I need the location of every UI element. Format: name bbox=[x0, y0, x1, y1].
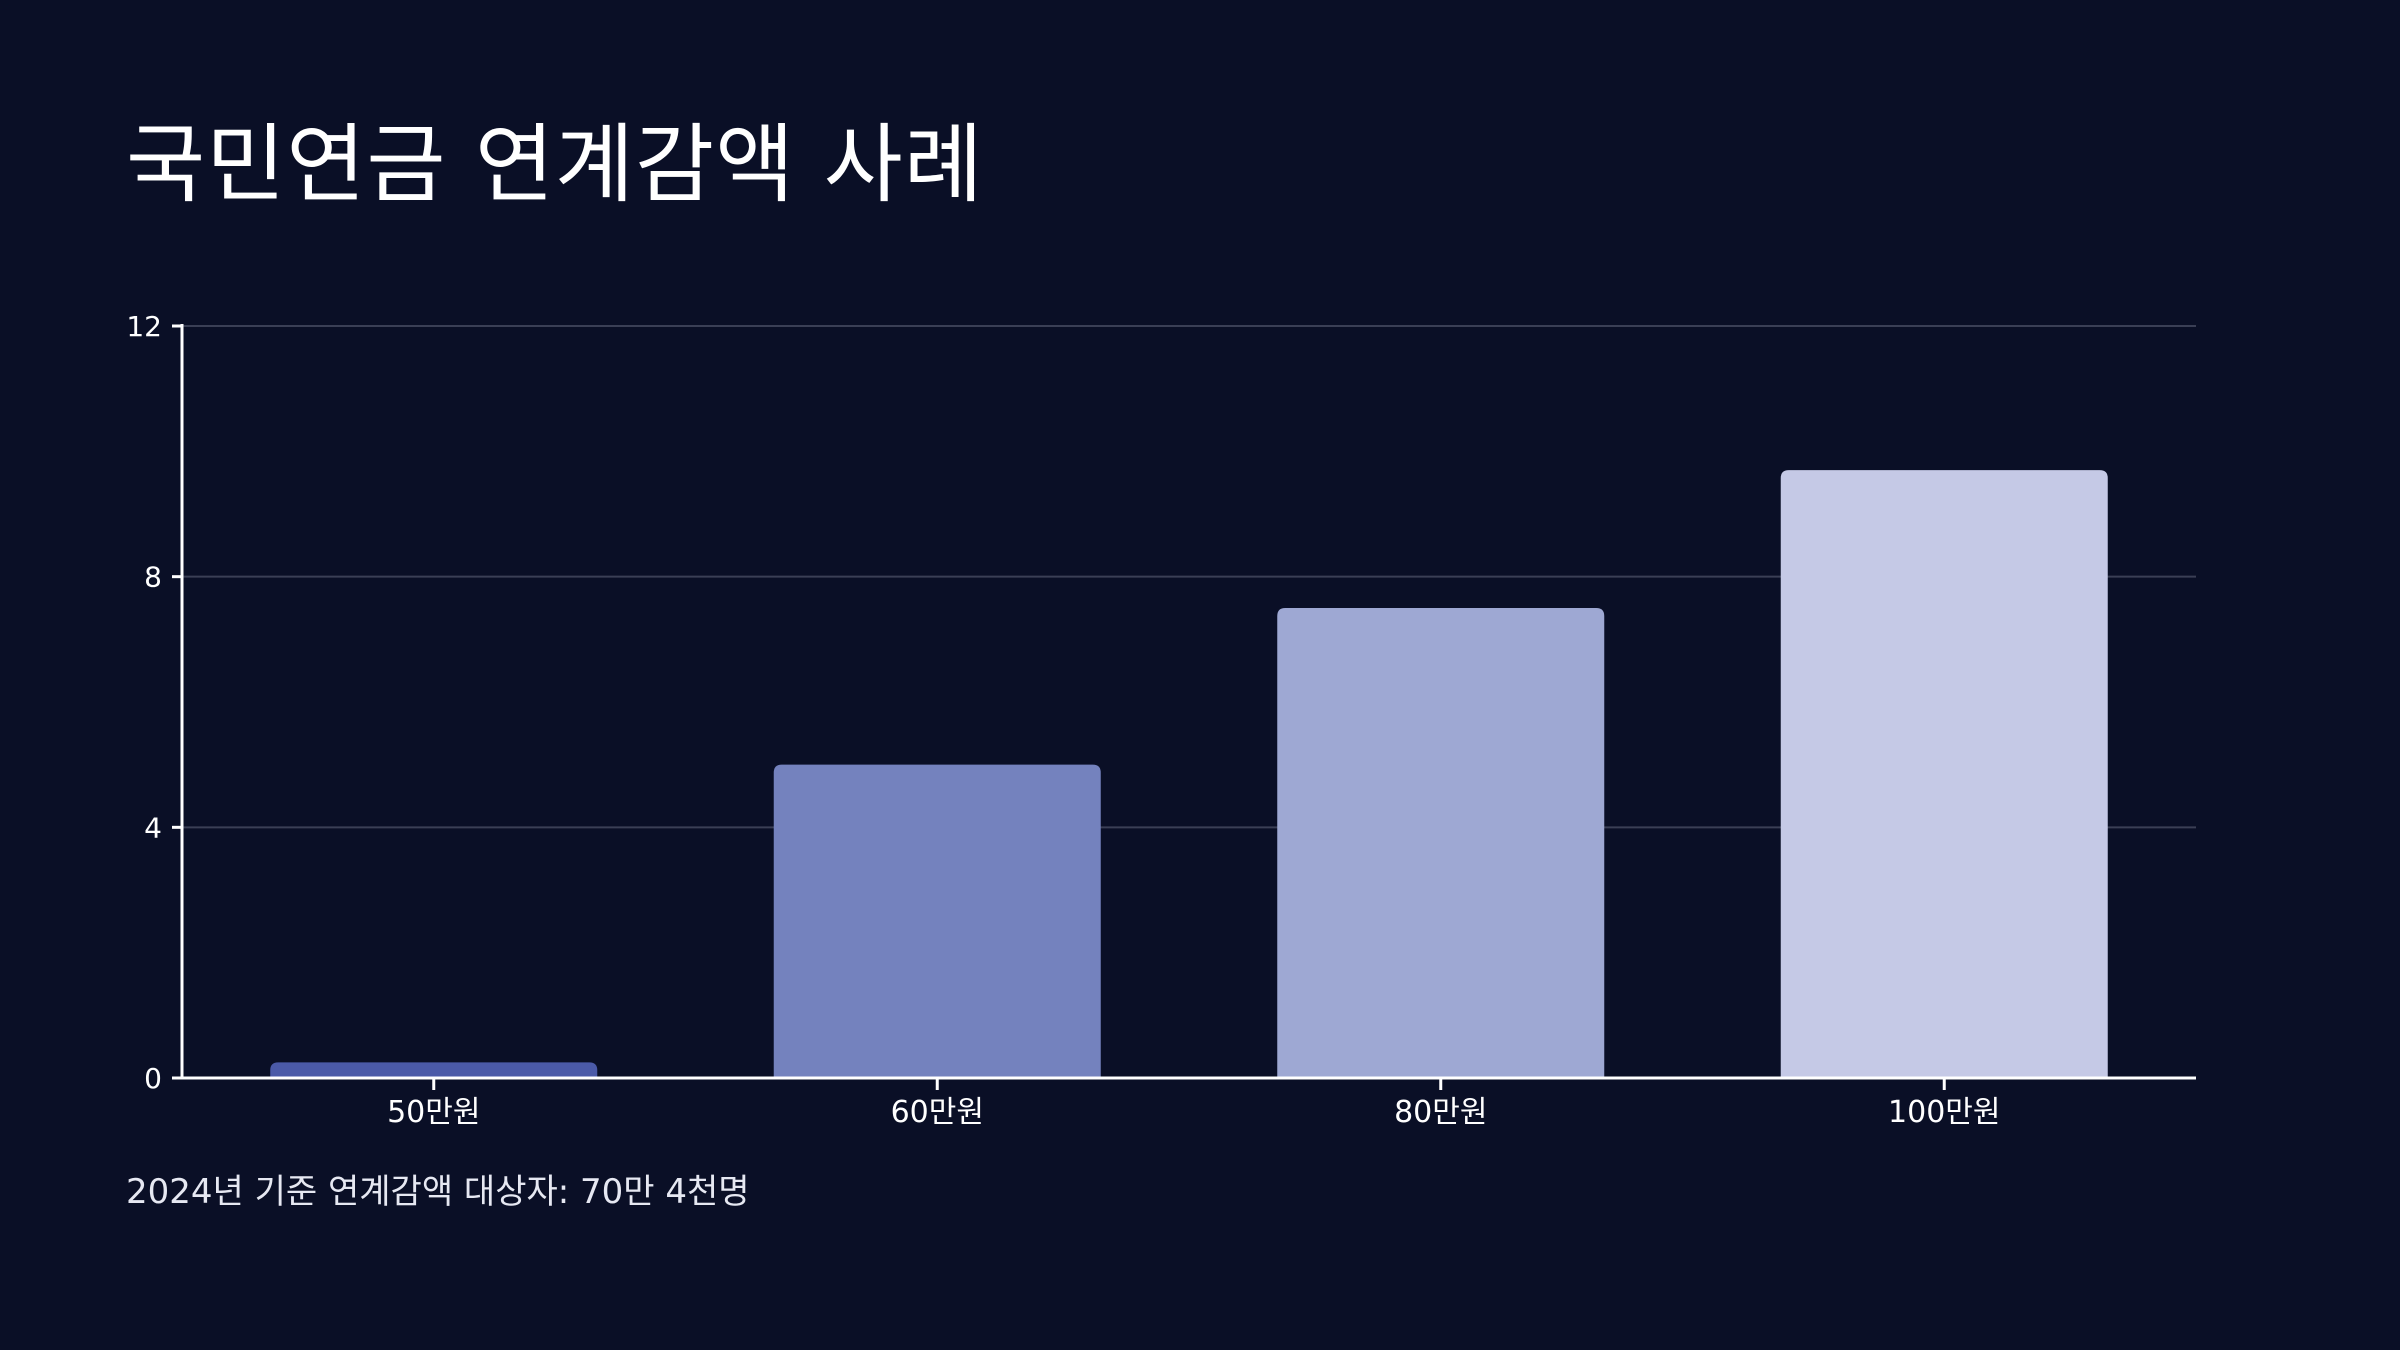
x-tick-label: 50만원 bbox=[387, 1095, 480, 1130]
bars bbox=[270, 470, 2108, 1079]
x-tick-label: 80만원 bbox=[1394, 1095, 1487, 1130]
bar-1 bbox=[270, 1062, 598, 1078]
chart-title: 국민연금 연계감액 사례 bbox=[126, 115, 984, 215]
y-tick-label: 8 bbox=[144, 561, 162, 594]
x-tick-label: 100만원 bbox=[1888, 1095, 2000, 1130]
axes bbox=[172, 324, 2196, 1090]
y-tick-label: 12 bbox=[126, 310, 162, 343]
bar-3 bbox=[1277, 608, 1605, 1078]
footnote: 2024년 기준 연계감액 대상자: 70만 4천명 bbox=[126, 1172, 750, 1212]
bar-2 bbox=[773, 764, 1101, 1078]
x-tick-label: 60만원 bbox=[891, 1095, 984, 1130]
y-tick-label: 0 bbox=[144, 1062, 162, 1095]
bar-4 bbox=[1780, 470, 2108, 1079]
y-tick-label: 4 bbox=[144, 811, 162, 844]
tick-labels: 0 4 8 12 50만원 60만원 80만원 100만원 bbox=[126, 310, 2000, 1130]
